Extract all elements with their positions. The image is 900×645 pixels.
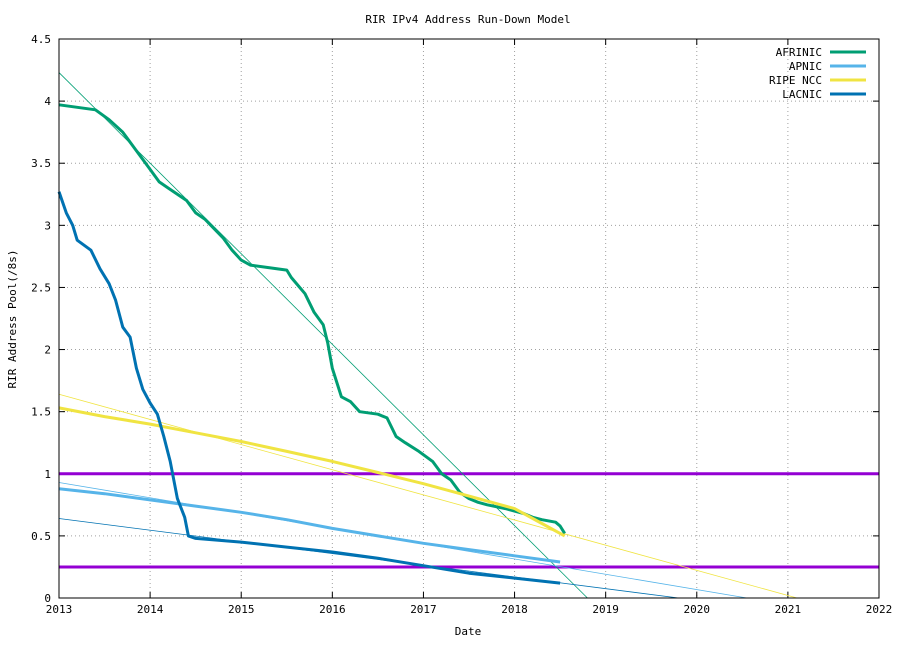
x-tick-label: 2021 — [775, 603, 802, 616]
x-tick-label: 2018 — [501, 603, 528, 616]
y-tick-label: 0.5 — [31, 530, 51, 543]
y-axis-ticks: 0 0.5 1 1.5 2 2.5 3 3.5 4 4.5 — [31, 33, 879, 605]
x-tick-label: 2020 — [684, 603, 711, 616]
y-axis-label: RIR Address Pool(/8s) — [6, 249, 19, 388]
y-tick-label: 3 — [44, 219, 51, 232]
legend-label: LACNIC — [782, 88, 822, 101]
y-tick-label: 1.5 — [31, 406, 51, 419]
y-tick-label: 1 — [44, 468, 51, 481]
x-axis-label: Date — [455, 625, 482, 638]
x-tick-label: 2016 — [319, 603, 346, 616]
x-axis-ticks: 2013 2014 2015 2016 2017 2018 2019 2020 2021 2022 — [46, 39, 893, 616]
threshold-lines — [59, 472, 879, 569]
trend-lines — [58, 72, 798, 599]
data-series — [57, 103, 566, 585]
series-line-ripe-ncc — [58, 406, 566, 538]
trend-line — [58, 72, 588, 599]
plot-frame — [58, 38, 880, 599]
series-line-apnic — [58, 487, 561, 564]
legend-label: APNIC — [789, 60, 822, 73]
y-tick-label: 4.5 — [31, 33, 51, 46]
series-line-afrinic — [58, 103, 566, 535]
x-tick-label: 2019 — [592, 603, 619, 616]
trend-line — [58, 393, 798, 599]
y-tick-label: 2 — [44, 344, 51, 357]
x-tick-label: 2022 — [866, 603, 893, 616]
x-tick-label: 2017 — [410, 603, 437, 616]
x-tick-label: 2014 — [137, 603, 164, 616]
legend-label: AFRINIC — [776, 46, 822, 59]
y-tick-label: 3.5 — [31, 157, 51, 170]
y-tick-label: 4 — [44, 95, 51, 108]
y-tick-label: 2.5 — [31, 281, 51, 294]
series-line-lacnic — [57, 191, 561, 585]
x-tick-label: 2015 — [228, 603, 255, 616]
y-tick-label: 0 — [44, 592, 51, 605]
x-tick-label: 2013 — [46, 603, 73, 616]
legend-label: RIPE NCC — [769, 74, 822, 87]
chart-title: RIR IPv4 Address Run-Down Model — [365, 13, 570, 26]
